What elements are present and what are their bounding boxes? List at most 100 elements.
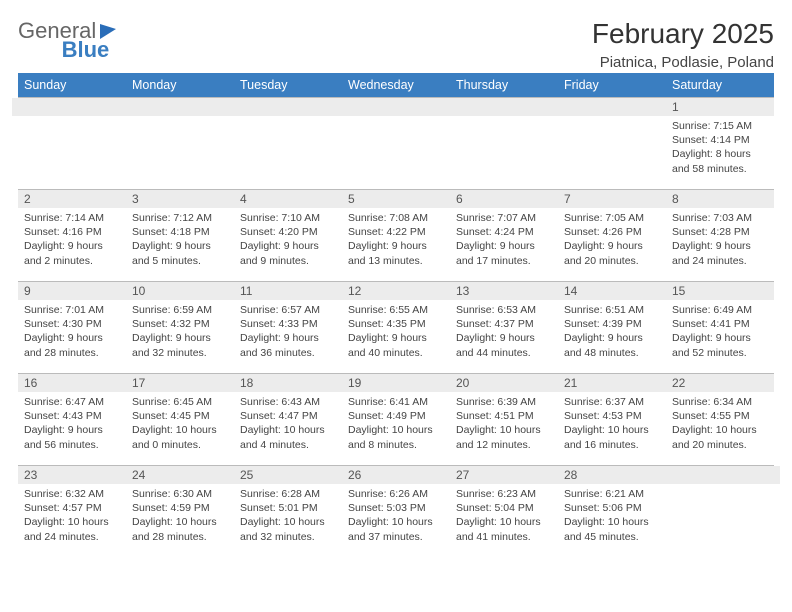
day-info: Sunrise: 6:47 AMSunset: 4:43 PMDaylight:… (24, 395, 120, 452)
day-info: Sunrise: 6:59 AMSunset: 4:32 PMDaylight:… (132, 303, 228, 360)
calendar-day-cell: 7 Sunrise: 7:05 AMSunset: 4:26 PMDaylight… (558, 190, 666, 282)
day-number: 7 (558, 190, 666, 208)
calendar-day-cell: 14Sunrise: 6:51 AMSunset: 4:39 PMDayligh… (558, 282, 666, 374)
day-number: 20 (450, 374, 558, 392)
calendar-day-cell: 8Sunrise: 7:03 AMSunset: 4:28 PMDaylight… (666, 190, 774, 282)
day-number: 15 (666, 282, 774, 300)
day-info: Sunrise: 6:28 AMSunset: 5:01 PMDaylight:… (240, 487, 336, 544)
calendar-day-cell: 21 Sunrise: 6:37 AMSunset: 4:53 PMDayligh… (558, 374, 666, 466)
day-number: 14 (558, 282, 666, 300)
day-info: Sunrise: 7:07 AMSunset: 4:24 PMDaylight:… (456, 211, 552, 268)
day-info: Sunrise: 7:05 AMSunset: 4:26 PMDaylight:… (564, 211, 660, 268)
day-number: 26 (342, 466, 450, 484)
day-info: Sunrise: 7:08 AMSunset: 4:22 PMDaylight:… (348, 211, 444, 268)
day-info: Sunrise: 6:23 AMSunset: 5:04 PMDaylight:… (456, 487, 552, 544)
day-info: Sunrise: 7:10 AMSunset: 4:20 PMDaylight:… (240, 211, 336, 268)
calendar-day-cell: 1Sunrise: 7:15 AMSunset: 4:14 PMDaylight… (666, 98, 774, 190)
day-info: Sunrise: 6:41 AMSunset: 4:49 PMDaylight:… (348, 395, 444, 452)
calendar-day-cell: 23 Sunrise: 6:32 AMSunset: 4:57 PMDayligh… (18, 466, 126, 558)
calendar-day-cell: 6 Sunrise: 7:07 AMSunset: 4:24 PMDaylight… (450, 190, 558, 282)
day-number: 3 (126, 190, 234, 208)
empty-day (228, 98, 348, 116)
calendar-day-cell: 4 Sunrise: 7:10 AMSunset: 4:20 PMDaylight… (234, 190, 342, 282)
empty-day (120, 98, 240, 116)
day-header: Friday (558, 73, 666, 98)
calendar-day-cell: 13 Sunrise: 6:53 AMSunset: 4:37 PMDayligh… (450, 282, 558, 374)
empty-day (444, 98, 564, 116)
calendar-day-cell: 12 Sunrise: 6:55 AMSunset: 4:35 PMDayligh… (342, 282, 450, 374)
brand-logo-sub: GenBlue (18, 37, 774, 63)
calendar-week-row: 23 Sunrise: 6:32 AMSunset: 4:57 PMDayligh… (18, 466, 774, 558)
calendar-day-cell: 24 Sunrise: 6:30 AMSunset: 4:59 PMDayligh… (126, 466, 234, 558)
calendar-day-cell: 17 Sunrise: 6:45 AMSunset: 4:45 PMDayligh… (126, 374, 234, 466)
day-number: 2 (18, 190, 126, 208)
day-info: Sunrise: 6:30 AMSunset: 4:59 PMDaylight:… (132, 487, 228, 544)
empty-day (12, 98, 132, 116)
day-info: Sunrise: 7:01 AMSunset: 4:30 PMDaylight:… (24, 303, 120, 360)
day-number: 28 (558, 466, 666, 484)
day-info: Sunrise: 7:15 AMSunset: 4:14 PMDaylight:… (672, 119, 768, 176)
day-number: 16 (18, 374, 126, 392)
day-number: 9 (18, 282, 126, 300)
day-info: Sunrise: 6:21 AMSunset: 5:06 PMDaylight:… (564, 487, 660, 544)
empty-day (336, 98, 456, 116)
calendar-day-cell: 26 Sunrise: 6:26 AMSunset: 5:03 PMDayligh… (342, 466, 450, 558)
calendar-day-cell: 3 Sunrise: 7:12 AMSunset: 4:18 PMDaylight… (126, 190, 234, 282)
calendar-day-cell: 16 Sunrise: 6:47 AMSunset: 4:43 PMDayligh… (18, 374, 126, 466)
day-info: Sunrise: 6:55 AMSunset: 4:35 PMDaylight:… (348, 303, 444, 360)
calendar-week-row: 1Sunrise: 7:15 AMSunset: 4:14 PMDaylight… (18, 98, 774, 190)
day-number: 13 (450, 282, 558, 300)
day-info: Sunrise: 6:53 AMSunset: 4:37 PMDaylight:… (456, 303, 552, 360)
day-number: 6 (450, 190, 558, 208)
day-info: Sunrise: 7:12 AMSunset: 4:18 PMDaylight:… (132, 211, 228, 268)
day-header-row: SundayMondayTuesdayWednesdayThursdayFrid… (18, 73, 774, 98)
day-info: Sunrise: 6:39 AMSunset: 4:51 PMDaylight:… (456, 395, 552, 452)
day-info: Sunrise: 6:45 AMSunset: 4:45 PMDaylight:… (132, 395, 228, 452)
day-info: Sunrise: 6:26 AMSunset: 5:03 PMDaylight:… (348, 487, 444, 544)
day-number: 8 (666, 190, 774, 208)
day-number: 10 (126, 282, 234, 300)
day-number: 27 (450, 466, 558, 484)
day-number: 19 (342, 374, 450, 392)
empty-day (660, 466, 780, 484)
day-number: 4 (234, 190, 342, 208)
day-info: Sunrise: 6:57 AMSunset: 4:33 PMDaylight:… (240, 303, 336, 360)
calendar-day-cell (234, 98, 342, 190)
day-info: Sunrise: 6:37 AMSunset: 4:53 PMDaylight:… (564, 395, 660, 452)
day-number: 11 (234, 282, 342, 300)
calendar-day-cell: 10 Sunrise: 6:59 AMSunset: 4:32 PMDayligh… (126, 282, 234, 374)
calendar-week-row: 16 Sunrise: 6:47 AMSunset: 4:43 PMDayligh… (18, 374, 774, 466)
empty-day (552, 98, 672, 116)
calendar-day-cell: 9 Sunrise: 7:01 AMSunset: 4:30 PMDaylight… (18, 282, 126, 374)
day-header: Monday (126, 73, 234, 98)
day-info: Sunrise: 7:14 AMSunset: 4:16 PMDaylight:… (24, 211, 120, 268)
day-number: 21 (558, 374, 666, 392)
calendar-day-cell: 2 Sunrise: 7:14 AMSunset: 4:16 PMDaylight… (18, 190, 126, 282)
calendar-day-cell: 22Sunrise: 6:34 AMSunset: 4:55 PMDayligh… (666, 374, 774, 466)
day-info: Sunrise: 6:49 AMSunset: 4:41 PMDaylight:… (672, 303, 768, 360)
day-info: Sunrise: 6:32 AMSunset: 4:57 PMDaylight:… (24, 487, 120, 544)
day-number: 12 (342, 282, 450, 300)
calendar-day-cell: 11 Sunrise: 6:57 AMSunset: 4:33 PMDayligh… (234, 282, 342, 374)
calendar-day-cell (126, 98, 234, 190)
day-number: 25 (234, 466, 342, 484)
calendar-day-cell (666, 466, 774, 558)
day-header: Saturday (666, 73, 774, 98)
calendar-day-cell (558, 98, 666, 190)
calendar-table: SundayMondayTuesdayWednesdayThursdayFrid… (18, 73, 774, 558)
calendar-day-cell: 28 Sunrise: 6:21 AMSunset: 5:06 PMDayligh… (558, 466, 666, 558)
calendar-day-cell: 27 Sunrise: 6:23 AMSunset: 5:04 PMDayligh… (450, 466, 558, 558)
calendar-day-cell (342, 98, 450, 190)
calendar-week-row: 9 Sunrise: 7:01 AMSunset: 4:30 PMDaylight… (18, 282, 774, 374)
calendar-day-cell: 15 Sunrise: 6:49 AMSunset: 4:41 PMDayligh… (666, 282, 774, 374)
calendar-day-cell: 19 Sunrise: 6:41 AMSunset: 4:49 PMDayligh… (342, 374, 450, 466)
day-number: 18 (234, 374, 342, 392)
brand-part2: Blue (62, 37, 110, 63)
day-number: 17 (126, 374, 234, 392)
calendar-day-cell (18, 98, 126, 190)
day-number: 24 (126, 466, 234, 484)
calendar-day-cell: 20 Sunrise: 6:39 AMSunset: 4:51 PMDayligh… (450, 374, 558, 466)
day-number: 5 (342, 190, 450, 208)
day-header: Wednesday (342, 73, 450, 98)
day-number: 23 (18, 466, 126, 484)
